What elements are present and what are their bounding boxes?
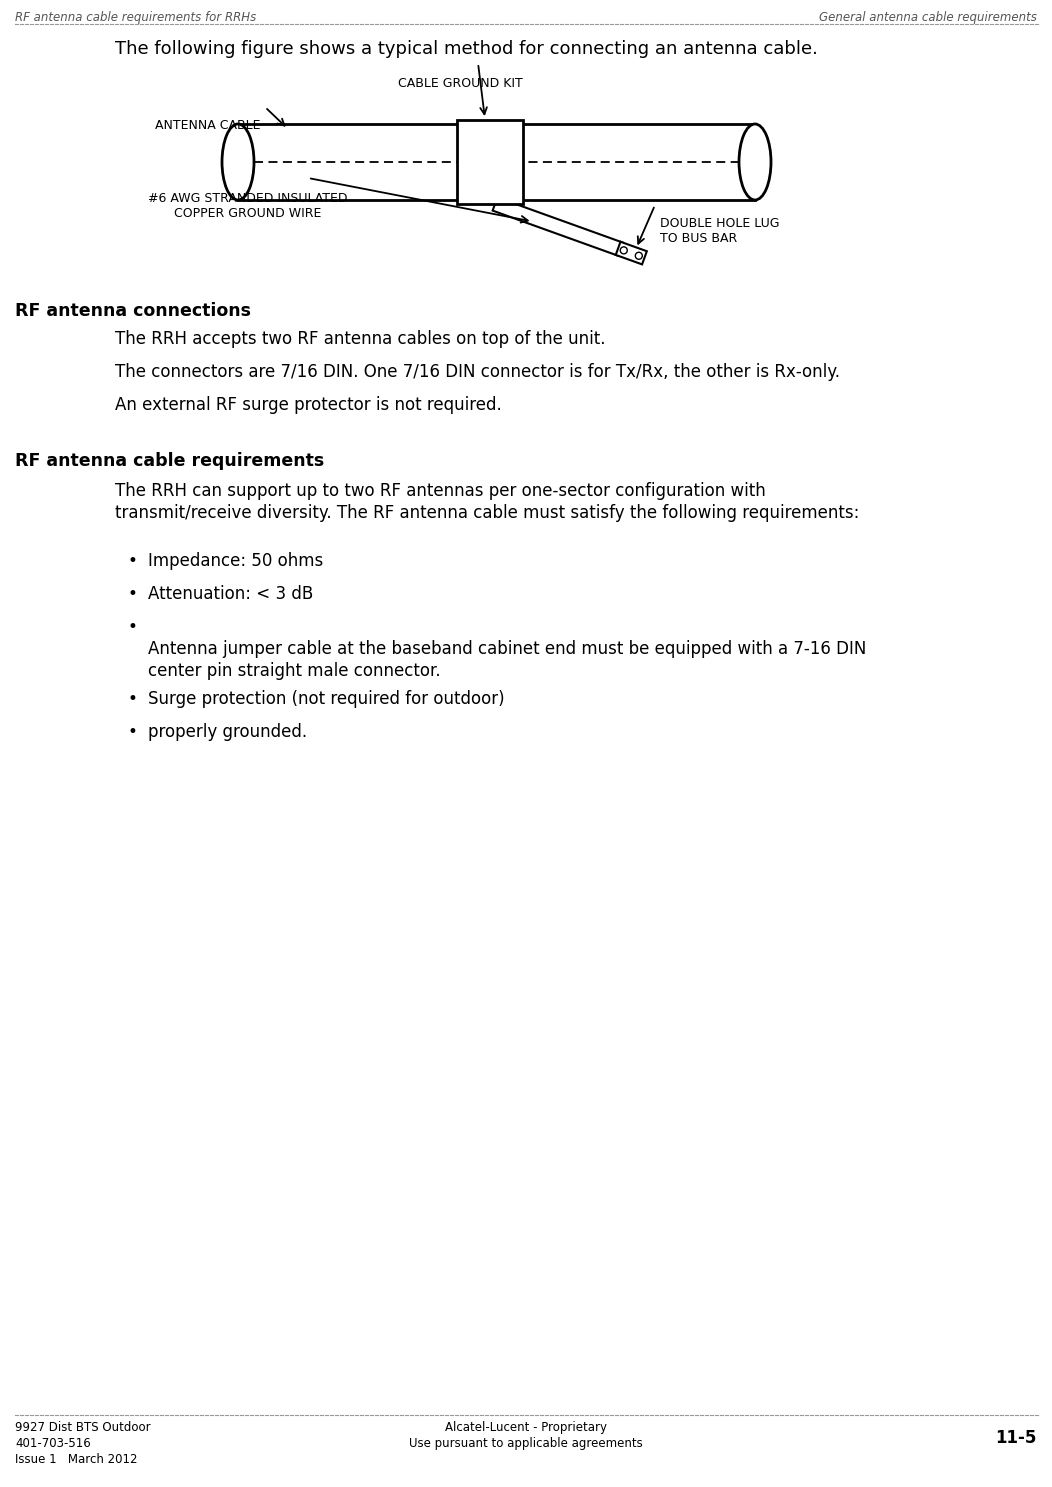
Text: center pin straight male connector.: center pin straight male connector.	[148, 662, 441, 680]
Text: properly grounded.: properly grounded.	[148, 723, 307, 741]
Text: The connectors are 7/16 DIN. One 7/16 DIN connector is for Tx/Rx, the other is R: The connectors are 7/16 DIN. One 7/16 DI…	[115, 363, 839, 381]
Polygon shape	[615, 242, 647, 265]
Text: RF antenna connections: RF antenna connections	[15, 302, 251, 320]
Text: 9927 Dist BTS Outdoor: 9927 Dist BTS Outdoor	[15, 1422, 150, 1433]
Text: RF antenna cable requirements: RF antenna cable requirements	[15, 452, 324, 470]
Text: •: •	[127, 552, 137, 570]
Text: RF antenna cable requirements for RRHs: RF antenna cable requirements for RRHs	[15, 10, 257, 24]
Polygon shape	[492, 198, 623, 256]
Text: #6 AWG STRANDED INSULATED
COPPER GROUND WIRE: #6 AWG STRANDED INSULATED COPPER GROUND …	[148, 192, 348, 220]
Text: The following figure shows a typical method for connecting an antenna cable.: The following figure shows a typical met…	[115, 40, 817, 58]
Text: Attenuation: < 3 dB: Attenuation: < 3 dB	[148, 584, 313, 604]
Text: General antenna cable requirements: General antenna cable requirements	[820, 10, 1037, 24]
Ellipse shape	[222, 123, 254, 199]
Text: Use pursuant to applicable agreements: Use pursuant to applicable agreements	[409, 1436, 643, 1450]
Bar	[457, 120, 523, 204]
Text: •: •	[127, 723, 137, 741]
Ellipse shape	[635, 253, 643, 259]
Text: An external RF surge protector is not required.: An external RF surge protector is not re…	[115, 396, 502, 413]
Text: Issue 1   March 2012: Issue 1 March 2012	[15, 1453, 138, 1466]
Text: Impedance: 50 ohms: Impedance: 50 ohms	[148, 552, 323, 570]
Text: •: •	[127, 619, 137, 636]
Text: •: •	[127, 584, 137, 604]
Text: 11-5: 11-5	[995, 1429, 1037, 1447]
Text: Alcatel-Lucent - Proprietary: Alcatel-Lucent - Proprietary	[445, 1422, 607, 1433]
Text: DOUBLE HOLE LUG
TO BUS BAR: DOUBLE HOLE LUG TO BUS BAR	[660, 217, 780, 245]
Text: transmit/receive diversity. The RF antenna cable must satisfy the following requ: transmit/receive diversity. The RF anten…	[115, 504, 859, 522]
Text: The RRH can support up to two RF antennas per one-sector configuration with: The RRH can support up to two RF antenna…	[115, 482, 766, 500]
Text: •: •	[127, 690, 137, 708]
Text: Antenna jumper cable at the baseband cabinet end must be equipped with a 7-16 DI: Antenna jumper cable at the baseband cab…	[148, 639, 867, 659]
Ellipse shape	[621, 247, 627, 254]
Text: 401-703-516: 401-703-516	[15, 1436, 90, 1450]
Text: Surge protection (not required for outdoor): Surge protection (not required for outdo…	[148, 690, 505, 708]
Ellipse shape	[739, 123, 771, 199]
Text: CABLE GROUND KIT: CABLE GROUND KIT	[398, 77, 523, 91]
Bar	[238, 123, 755, 199]
Text: ANTENNA CABLE: ANTENNA CABLE	[155, 119, 261, 132]
Text: The RRH accepts two RF antenna cables on top of the unit.: The RRH accepts two RF antenna cables on…	[115, 330, 606, 348]
